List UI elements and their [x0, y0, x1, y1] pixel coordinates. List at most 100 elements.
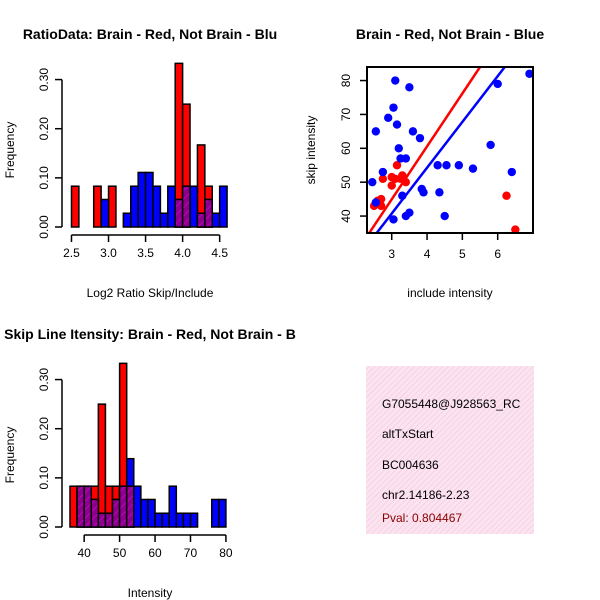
- ratio-overlap-bar: [174, 198, 184, 228]
- info-pval: Pval: 0.804467: [382, 511, 462, 525]
- ratio-not-brain-bar: [122, 212, 132, 228]
- scatter-marks: [367, 67, 533, 233]
- ratio-y-tick-label: 0.30: [37, 68, 51, 92]
- intensity-overlap-bar: [76, 485, 85, 528]
- not-brain-point: [415, 133, 425, 143]
- not-brain-point: [435, 188, 444, 197]
- not-brain-point: [398, 191, 407, 200]
- intensity-overlap-bar: [125, 485, 135, 528]
- not-brain-point: [391, 76, 400, 85]
- intensity-histogram: Skip Line Itensity: Brain - Red, Not Bra…: [3, 326, 296, 600]
- brain-fit-line: [367, 67, 482, 233]
- intensity-not-brain-bar: [147, 498, 156, 528]
- ratio-histogram-xlabel: Log2 Ratio Skip/Include: [87, 286, 214, 300]
- not-brain-point: [383, 113, 393, 123]
- intensity-histogram-title: Skip Line Itensity: Brain - Red, Not Bra…: [4, 326, 296, 342]
- not-brain-point: [389, 215, 398, 224]
- scatter-y-tick-label: 80: [339, 74, 353, 88]
- scatter-x-tick-label: 4: [424, 247, 431, 261]
- brain-point: [378, 174, 388, 183]
- intensity-overlap-bar: [104, 512, 114, 528]
- intensity-x-tick-label: 80: [219, 546, 233, 560]
- ratio-not-brain-bar: [167, 185, 176, 228]
- not-brain-point: [486, 140, 495, 150]
- intensity-x-tick-label: 60: [148, 546, 162, 560]
- not-brain-point: [507, 167, 517, 177]
- intensity-not-brain-bar: [140, 498, 149, 528]
- ratio-histogram-axes: 2.5 3.0 3.5 4.0 4.5 0.00 0.10 0.20 0.30: [37, 68, 228, 260]
- intensity-histogram-ylabel: Frequency: [3, 427, 17, 484]
- scatter-ylabel: skip intensity: [304, 116, 318, 185]
- ratio-x-tick-label: 4.0: [174, 246, 191, 260]
- intensity-overlap-bar: [97, 512, 107, 528]
- intensity-not-brain-bar: [133, 485, 142, 528]
- intensity-y-tick-label: 0.10: [37, 466, 51, 490]
- intensity-x-tick-label: 40: [77, 546, 91, 560]
- not-brain-point: [394, 144, 403, 153]
- not-brain-point: [525, 69, 533, 78]
- info-id-line: G7055448@J928563_RC: [382, 397, 521, 411]
- ratio-x-tick-label: 2.5: [63, 246, 80, 260]
- scatter-y-tick-label: 70: [339, 107, 353, 121]
- not-brain-point: [440, 211, 449, 221]
- not-brain-point: [371, 198, 381, 207]
- intensity-not-brain-bar: [168, 485, 178, 528]
- intensity-not-brain-bar: [175, 512, 185, 528]
- info-location: chr2.14186-2.23: [382, 488, 470, 502]
- not-brain-point: [433, 161, 442, 170]
- not-brain-point: [371, 127, 381, 136]
- ratio-x-tick-label: 4.5: [211, 246, 228, 260]
- ratio-brain-bar: [70, 185, 80, 228]
- intensity-scatter: Brain - Red, Not Brain - Blue 3 4 5 6 40 50 60…: [304, 26, 544, 300]
- scatter-y-tick-label: 40: [339, 209, 353, 223]
- ratio-not-brain-bar: [100, 198, 110, 228]
- intensity-histogram-xlabel: Intensity: [128, 586, 173, 600]
- intensity-overlap-bar: [111, 498, 121, 528]
- intensity-overlap-bar: [118, 485, 128, 528]
- intensity-x-tick-label: 50: [113, 546, 127, 560]
- ratio-not-brain-bar: [144, 171, 154, 228]
- ratio-not-brain-bar: [152, 185, 162, 228]
- scatter-xlabel: include intensity: [407, 286, 492, 300]
- info-accession: BC004636: [382, 458, 439, 472]
- ratio-brain-bar: [92, 185, 102, 228]
- brain-point: [511, 225, 520, 233]
- intensity-brain-bar: [69, 485, 78, 528]
- scatter-x-tick-label: 6: [494, 247, 501, 261]
- ratio-not-brain-bar: [159, 212, 169, 228]
- not-brain-point: [468, 164, 478, 173]
- intensity-not-brain-bar: [189, 512, 199, 528]
- brain-point: [392, 161, 402, 170]
- not-brain-point: [408, 127, 418, 136]
- not-brain-point: [405, 83, 414, 92]
- ratio-y-tick-label: 0.20: [37, 117, 51, 141]
- intensity-not-brain-bar: [161, 512, 170, 528]
- ratio-not-brain-bar: [130, 185, 139, 228]
- scatter-frame: [366, 66, 534, 234]
- ratio-brain-bar: [107, 185, 117, 228]
- brain-point: [401, 177, 411, 187]
- info-panel-background: [366, 366, 534, 534]
- intensity-not-brain-bar: [210, 498, 220, 528]
- not-brain-point: [392, 120, 402, 129]
- scatter-title: Brain - Red, Not Brain - Blue: [356, 26, 544, 42]
- not-brain-point: [419, 188, 428, 197]
- info-panel: G7055448@J928563_RC altTxStart BC004636 …: [366, 366, 534, 534]
- not-brain-point: [401, 154, 411, 163]
- ratio-not-brain-bar: [189, 185, 199, 228]
- ratio-not-brain-bar: [218, 185, 228, 228]
- ratio-overlap-bar: [181, 185, 191, 228]
- scatter-y-tick-label: 50: [339, 175, 353, 189]
- intensity-y-tick-label: 0.00: [37, 515, 51, 539]
- ratio-y-tick-label: 0.00: [37, 215, 51, 239]
- ratio-not-brain-bar: [137, 171, 147, 228]
- intensity-not-brain-bar: [218, 498, 227, 528]
- intensity-brain-bar: [97, 403, 107, 528]
- intensity-x-tick-label: 70: [184, 546, 198, 560]
- ratio-y-tick-label: 0.10: [37, 166, 51, 190]
- not-brain-point: [368, 177, 377, 187]
- not-brain-fit-line: [375, 67, 506, 233]
- intensity-y-tick-label: 0.30: [37, 368, 51, 392]
- brain-point: [502, 191, 511, 200]
